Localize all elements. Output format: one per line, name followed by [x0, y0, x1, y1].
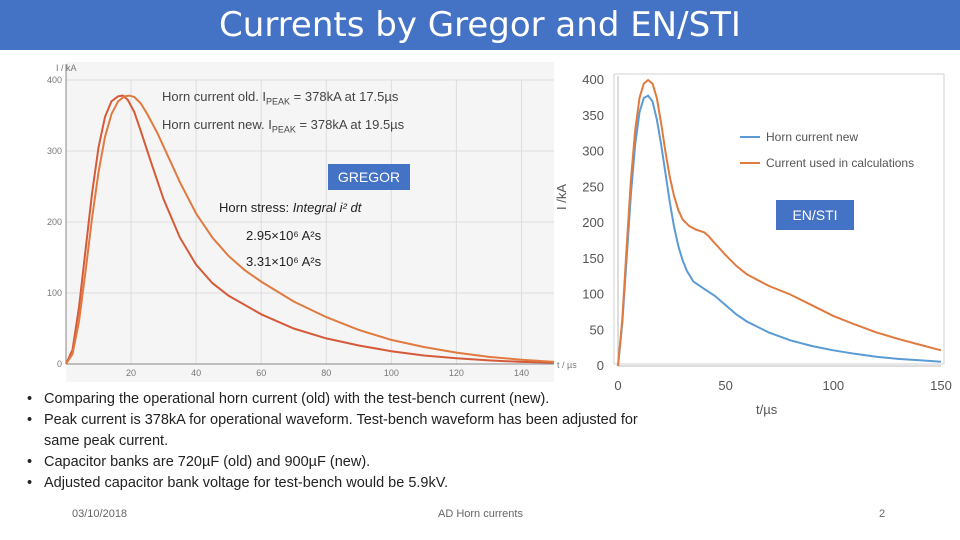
gregor-label-box: GREGOR — [328, 164, 410, 190]
ensti-axes: 0 50 100 150 200 250 300 350 400 0 50 100 150 — [582, 72, 952, 393]
gregor-y-tick-label: 400 — [47, 75, 62, 85]
ensti-y-tick-label: 50 — [590, 322, 604, 337]
annotation-new-current: Horn current new. IPEAK = 378kA at 19.5µ… — [162, 117, 405, 135]
ensti-y-tick-label: 200 — [582, 215, 604, 230]
ensti-y-tick-label: 400 — [582, 72, 604, 87]
ensti-series — [617, 78, 942, 367]
ensti-x-tick-label: 150 — [930, 378, 952, 393]
ensti-label-box: EN/STI — [776, 200, 854, 230]
gregor-x-tick-label: 100 — [384, 368, 399, 378]
ensti-y-tick-label: 100 — [582, 287, 604, 302]
ensti-y-axis-title: I /kA — [554, 183, 569, 210]
gregor-x-tick-label: 120 — [449, 368, 464, 378]
legend-label: Horn current new — [766, 130, 858, 144]
ensti-y-tick-label: 350 — [582, 108, 604, 123]
gregor-x-tick-label: 80 — [321, 368, 331, 378]
bullet-item: Comparing the operational horn current (… — [24, 389, 644, 410]
ensti-y-tick-label: 0 — [597, 358, 604, 373]
ensti-y-tick-label: 250 — [582, 179, 604, 194]
bullet-item: Adjusted capacitor bank voltage for test… — [24, 473, 644, 494]
gregor-x-tick-label: 140 — [514, 368, 529, 378]
gregor-series-line — [65, 94, 555, 365]
ensti-x-tick-label: 50 — [718, 378, 732, 393]
footer-page-number: 2 — [879, 508, 886, 520]
gregor-series-line — [65, 94, 555, 365]
gregor-x-tick-label: 60 — [256, 368, 266, 378]
gregor-y-tick-label: 300 — [47, 146, 62, 156]
ensti-series-line — [617, 78, 942, 367]
bullet-item: Peak current is 378kA for operational wa… — [24, 410, 644, 452]
gregor-axes: 0 100 200 300 400 20 40 60 80 100 120 140 I / kA t / … — [47, 63, 577, 378]
legend-label: Current used in calculations — [766, 156, 914, 170]
ensti-y-tick-label: 150 — [582, 251, 604, 266]
gregor-series — [65, 94, 555, 365]
gregor-x-tick-label: 40 — [191, 368, 201, 378]
stress-value-new: 3.31×10⁶ A²s — [246, 254, 322, 269]
ensti-x-tick-label: 100 — [822, 378, 844, 393]
gregor-y-tick-label: 100 — [47, 288, 62, 298]
ensti-series-line — [617, 94, 942, 367]
footer-date: 03/10/2018 — [72, 508, 128, 520]
stress-value-old: 2.95×10⁶ A²s — [246, 228, 322, 243]
ensti-x-axis-title: t/µs — [756, 402, 778, 417]
horn-stress-label: Horn stress: Integral i² dt — [219, 200, 362, 215]
slide-title: Currents by Gregor and EN/STI — [219, 5, 741, 45]
bullet-list: Comparing the operational horn current (… — [24, 389, 644, 494]
ensti-y-tick-label: 300 — [582, 144, 604, 159]
gregor-y-axis-title: I / kA — [56, 63, 77, 73]
gregor-y-tick-label: 0 — [57, 359, 62, 369]
footer-center-text: AD Horn currents — [438, 508, 523, 520]
gregor-y-tick-label: 200 — [47, 217, 62, 227]
annotation-old-current: Horn current old. IPEAK = 378kA at 17.5µ… — [162, 89, 399, 107]
ensti-x-tick-label: 0 — [614, 378, 621, 393]
title-bar — [0, 0, 960, 50]
gregor-x-axis-title: t / µs — [557, 360, 577, 370]
gregor-x-tick-label: 20 — [126, 368, 136, 378]
ensti-legend: Horn current new Current used in calculat… — [740, 130, 914, 170]
bullet-item: Capacitor banks are 720µF (old) and 900µ… — [24, 452, 644, 473]
